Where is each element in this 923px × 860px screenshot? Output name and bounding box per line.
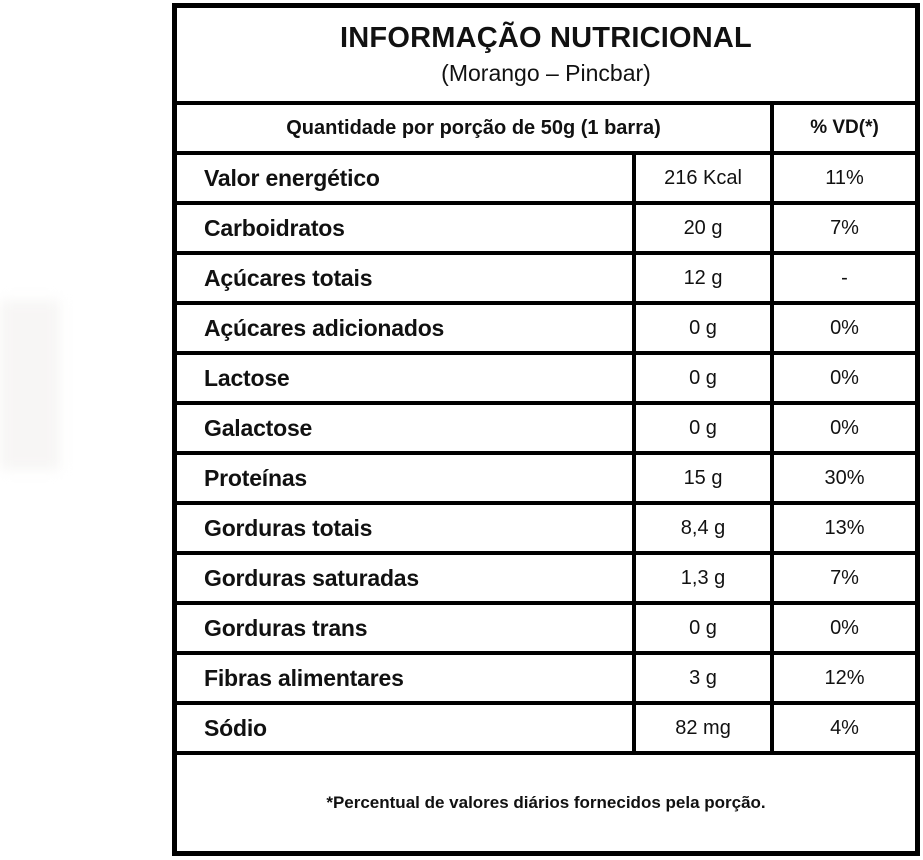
nutrient-amount: 3 g [636,655,775,701]
nutrient-vd: 7% [830,216,859,239]
nutrient-row-proteinas: Proteínas 15 g 30% [177,455,915,505]
nutrient-amount: 12 g [636,255,775,301]
nutrient-name: Galactose [177,405,637,451]
nutrient-row-fibras-alimentares: Fibras alimentares 3 g 12% [177,655,915,705]
nutrient-name: Gorduras trans [177,605,637,651]
nutrient-row-lactose: Lactose 0 g 0% [177,355,915,405]
footnote-section: *Percentual de valores diários fornecido… [177,755,915,851]
nutrient-vd: 0% [830,616,859,639]
nutrient-amount: 20 g [636,205,775,251]
nutrient-name: Gorduras saturadas [177,555,637,601]
header-quantity-cell: Quantidade por porção de 50g (1 barra) [177,105,775,151]
table-title: INFORMAÇÃO NUTRICIONAL [340,22,752,54]
nutrient-vd: 0% [830,366,859,389]
nutrient-vd: 0% [830,316,859,339]
nutrient-row-galactose: Galactose 0 g 0% [177,405,915,455]
nutrient-amount: 82 mg [636,705,775,751]
nutrient-vd: 30% [824,466,865,489]
nutrient-row-acucares-totais: Açúcares totais 12 g - [177,255,915,305]
nutrient-name: Fibras alimentares [177,655,637,701]
nutrient-amount: 0 g [636,355,775,401]
nutrient-vd: 12% [824,666,865,689]
footnote: *Percentual de valores diários fornecido… [326,793,766,812]
nutrient-name: Sódio [177,705,637,751]
nutrient-row-valor-energetico: Valor energético 216 Kcal 11% [177,155,915,205]
nutrient-row-gorduras-trans: Gorduras trans 0 g 0% [177,605,915,655]
nutrient-name: Proteínas [177,455,637,501]
nutrient-name: Carboidratos [177,205,637,251]
nutrient-vd: 13% [824,516,865,539]
nutrient-amount: 0 g [636,305,775,351]
header-row: Quantidade por porção de 50g (1 barra) %… [177,105,915,155]
nutrient-name: Açúcares adicionados [177,305,637,351]
nutrient-row-gorduras-saturadas: Gorduras saturadas 1,3 g 7% [177,555,915,605]
nutrient-amount: 216 Kcal [636,155,775,201]
nutrient-amount: 8,4 g [636,505,775,551]
nutrient-name: Gorduras totais [177,505,637,551]
scan-smudge [0,300,60,470]
nutrient-vd: - [841,266,848,289]
nutrient-vd: 11% [825,166,864,189]
nutrient-row-carboidratos: Carboidratos 20 g 7% [177,205,915,255]
header-vd-cell: % VD(*) [810,117,879,138]
nutrient-row-acucares-adicionados: Açúcares adicionados 0 g 0% [177,305,915,355]
nutrient-amount: 0 g [636,405,775,451]
nutrient-name: Valor energético [177,155,637,201]
nutrient-vd: 4% [830,716,859,739]
nutrient-name: Açúcares totais [177,255,637,301]
title-section: INFORMAÇÃO NUTRICIONAL (Morango – Pincba… [177,8,915,105]
nutrient-amount: 15 g [636,455,775,501]
nutrient-row-gorduras-totais: Gorduras totais 8,4 g 13% [177,505,915,555]
nutrient-amount: 1,3 g [636,555,775,601]
nutrition-facts-table: INFORMAÇÃO NUTRICIONAL (Morango – Pincba… [172,3,920,856]
nutrient-vd: 7% [830,566,859,589]
nutrient-name: Lactose [177,355,637,401]
table-subtitle: (Morango – Pincbar) [441,60,651,86]
nutrient-vd: 0% [830,416,859,439]
nutrient-row-sodio: Sódio 82 mg 4% [177,705,915,755]
nutrient-amount: 0 g [636,605,775,651]
